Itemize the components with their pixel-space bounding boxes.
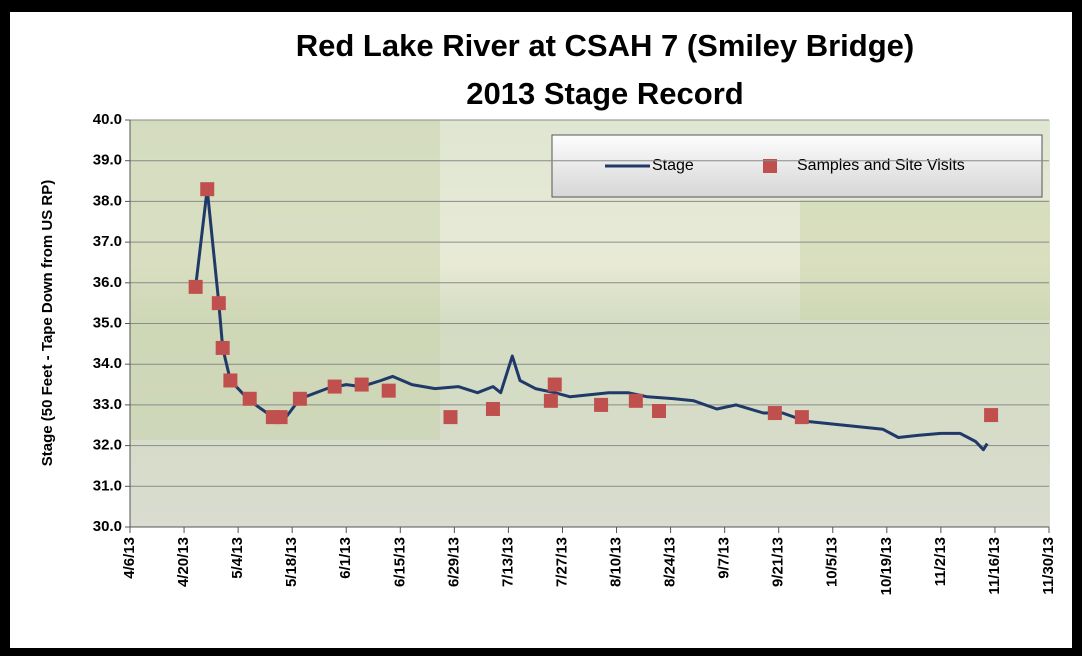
x-tick-label: 5/18/13 [283,537,300,587]
chart-title: Red Lake River at CSAH 7 (Smiley Bridge) [296,28,914,63]
x-tick-label: 6/1/13 [337,537,354,579]
y-tick-label: 33.0 [93,396,122,413]
sample-marker [242,391,257,406]
x-tick-label: 11/30/13 [1040,537,1057,595]
sample-marker [211,296,226,311]
sample-marker [292,391,307,406]
sample-marker [188,279,203,294]
sample-marker [628,393,643,408]
sample-marker [354,377,369,392]
y-tick-label: 31.0 [93,477,122,494]
x-tick-label: 4/20/13 [175,537,192,587]
x-tick-label: 6/29/13 [445,537,462,587]
chart-title: 2013 Stage Record [466,76,743,111]
sample-marker [652,404,667,419]
sample-marker [215,340,230,355]
x-tick-label: 4/6/13 [121,537,138,579]
x-tick-label: 7/27/13 [553,537,570,587]
sample-marker [794,410,809,425]
x-tick-label: 5/4/13 [229,537,246,579]
x-tick-label: 11/2/13 [932,537,949,586]
x-tick-label: 9/7/13 [716,537,733,579]
y-tick-label: 40.0 [93,111,122,128]
x-tick-label: 9/21/13 [770,537,787,587]
sample-marker [767,406,782,421]
legend-swatch [763,159,777,173]
sample-marker [381,383,396,398]
y-tick-label: 37.0 [93,233,122,250]
legend: Stage Samples and Site Visits [551,134,1043,198]
x-tick-label: 10/19/13 [878,537,895,595]
legend-label: Samples and Site Visits [797,157,965,174]
x-tick-label: 6/15/13 [391,537,408,587]
y-tick-label: 39.0 [93,152,122,169]
y-tick-label: 35.0 [93,314,122,331]
y-tick-label: 36.0 [93,274,122,291]
sample-marker [443,410,458,425]
x-tick-label: 8/24/13 [662,537,679,587]
x-tick-label: 10/5/13 [824,537,841,587]
sample-marker [594,397,609,412]
y-tick-label: 34.0 [93,355,122,372]
sample-marker [223,373,238,388]
y-tick-label: 30.0 [93,518,122,535]
sample-marker [327,379,342,394]
y-tick-label: 32.0 [93,437,122,454]
y-axis-label: Stage (50 Feet - Tape Down from US RP) [39,180,56,466]
sample-marker [485,401,500,416]
x-tick-label: 7/13/13 [499,537,516,587]
sample-marker [273,410,288,425]
x-tick-label: 8/10/13 [607,537,624,587]
sample-marker [200,182,215,197]
photo-trees [800,200,1050,320]
sample-marker [984,408,999,423]
sample-marker [543,393,558,408]
x-tick-label: 11/16/13 [986,537,1003,595]
y-tick-label: 38.0 [93,192,122,209]
sample-marker [547,377,562,392]
legend-label: Stage [652,157,694,174]
